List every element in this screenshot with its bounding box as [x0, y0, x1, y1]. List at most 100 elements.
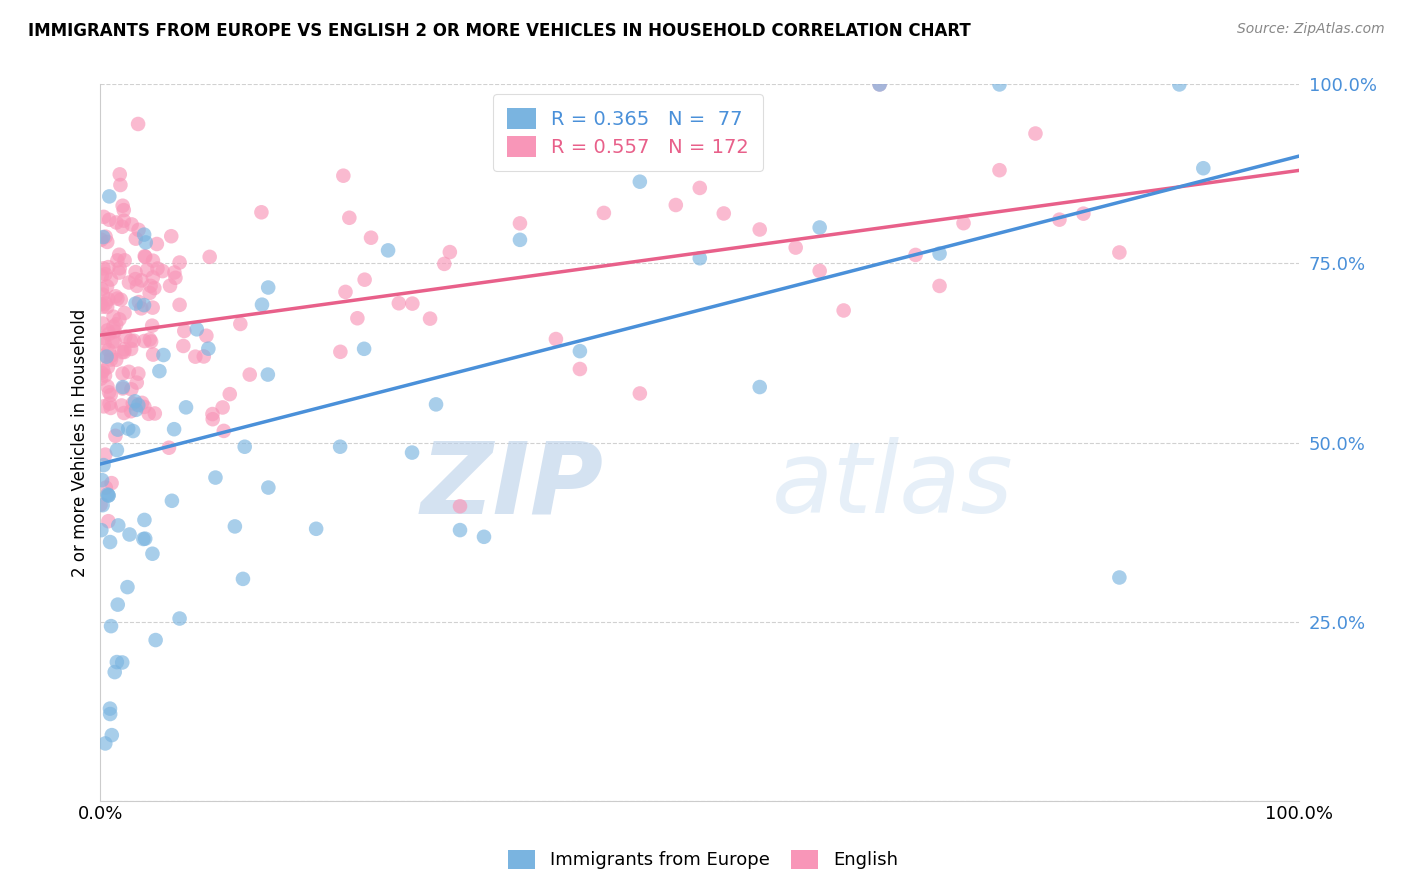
Point: [139, 332, 162, 346]
Point: [124, 296, 146, 310]
Point: [388, 296, 411, 310]
Point: [108, 167, 131, 181]
Point: [91, 287, 114, 301]
Point: [114, 329, 136, 343]
Point: [952, 216, 974, 230]
Point: [93, 331, 115, 345]
Point: [93, 210, 115, 224]
Point: [136, 263, 159, 277]
Point: [544, 145, 567, 160]
Point: [628, 386, 651, 401]
Point: [1192, 161, 1215, 176]
Point: [195, 328, 218, 343]
Point: [142, 301, 165, 315]
Point: [160, 229, 183, 244]
Point: [103, 334, 125, 349]
Point: [96, 487, 118, 501]
Point: [218, 387, 240, 401]
Point: [110, 178, 132, 192]
Point: [134, 400, 156, 414]
Text: Source: ZipAtlas.com: Source: ZipAtlas.com: [1237, 22, 1385, 37]
Point: [127, 117, 149, 131]
Point: [689, 252, 711, 266]
Point: [163, 422, 186, 436]
Point: [93, 400, 115, 414]
Point: [122, 334, 145, 348]
Point: [186, 322, 208, 336]
Point: [134, 513, 156, 527]
Point: [401, 296, 423, 310]
Point: [204, 470, 226, 484]
Point: [90, 366, 112, 380]
Point: [250, 298, 273, 312]
Point: [94, 267, 117, 281]
Point: [568, 344, 591, 359]
Point: [239, 368, 262, 382]
Point: [101, 334, 124, 349]
Point: [135, 235, 157, 250]
Point: [748, 222, 770, 236]
Point: [110, 293, 132, 307]
Point: [117, 580, 139, 594]
Point: [139, 334, 162, 349]
Point: [250, 205, 273, 219]
Point: [108, 312, 131, 326]
Point: [97, 488, 120, 502]
Point: [229, 317, 252, 331]
Point: [90, 268, 112, 283]
Point: [105, 253, 128, 268]
Point: [713, 206, 735, 220]
Point: [928, 279, 950, 293]
Point: [988, 78, 1011, 92]
Point: [169, 611, 191, 625]
Point: [105, 443, 128, 458]
Point: [96, 279, 118, 293]
Point: [98, 397, 121, 411]
Point: [112, 213, 135, 227]
Point: [103, 325, 125, 339]
Point: [353, 342, 375, 356]
Point: [111, 381, 134, 395]
Point: [120, 404, 142, 418]
Point: [142, 270, 165, 285]
Point: [305, 522, 328, 536]
Point: [142, 253, 165, 268]
Point: [98, 189, 121, 203]
Point: [592, 206, 614, 220]
Point: [142, 348, 165, 362]
Point: [107, 423, 129, 437]
Point: [472, 530, 495, 544]
Point: [96, 300, 118, 314]
Point: [93, 261, 115, 276]
Point: [169, 298, 191, 312]
Point: [665, 198, 688, 212]
Point: [360, 230, 382, 244]
Point: [201, 407, 224, 421]
Point: [201, 412, 224, 426]
Point: [107, 292, 129, 306]
Point: [111, 656, 134, 670]
Point: [224, 519, 246, 533]
Point: [124, 272, 146, 286]
Point: [91, 300, 114, 314]
Point: [785, 241, 807, 255]
Point: [401, 445, 423, 459]
Point: [97, 514, 120, 528]
Point: [97, 343, 120, 358]
Point: [346, 311, 368, 326]
Point: [159, 278, 181, 293]
Point: [509, 233, 531, 247]
Point: [129, 301, 152, 316]
Point: [94, 368, 117, 383]
Point: [97, 260, 120, 274]
Point: [131, 273, 153, 287]
Point: [377, 244, 399, 258]
Point: [197, 342, 219, 356]
Legend: R = 0.365   N =  77, R = 0.557   N = 172: R = 0.365 N = 77, R = 0.557 N = 172: [494, 95, 762, 170]
Point: [869, 78, 891, 92]
Point: [100, 349, 122, 363]
Point: [146, 261, 169, 276]
Point: [91, 473, 114, 487]
Point: [120, 382, 142, 396]
Point: [111, 199, 134, 213]
